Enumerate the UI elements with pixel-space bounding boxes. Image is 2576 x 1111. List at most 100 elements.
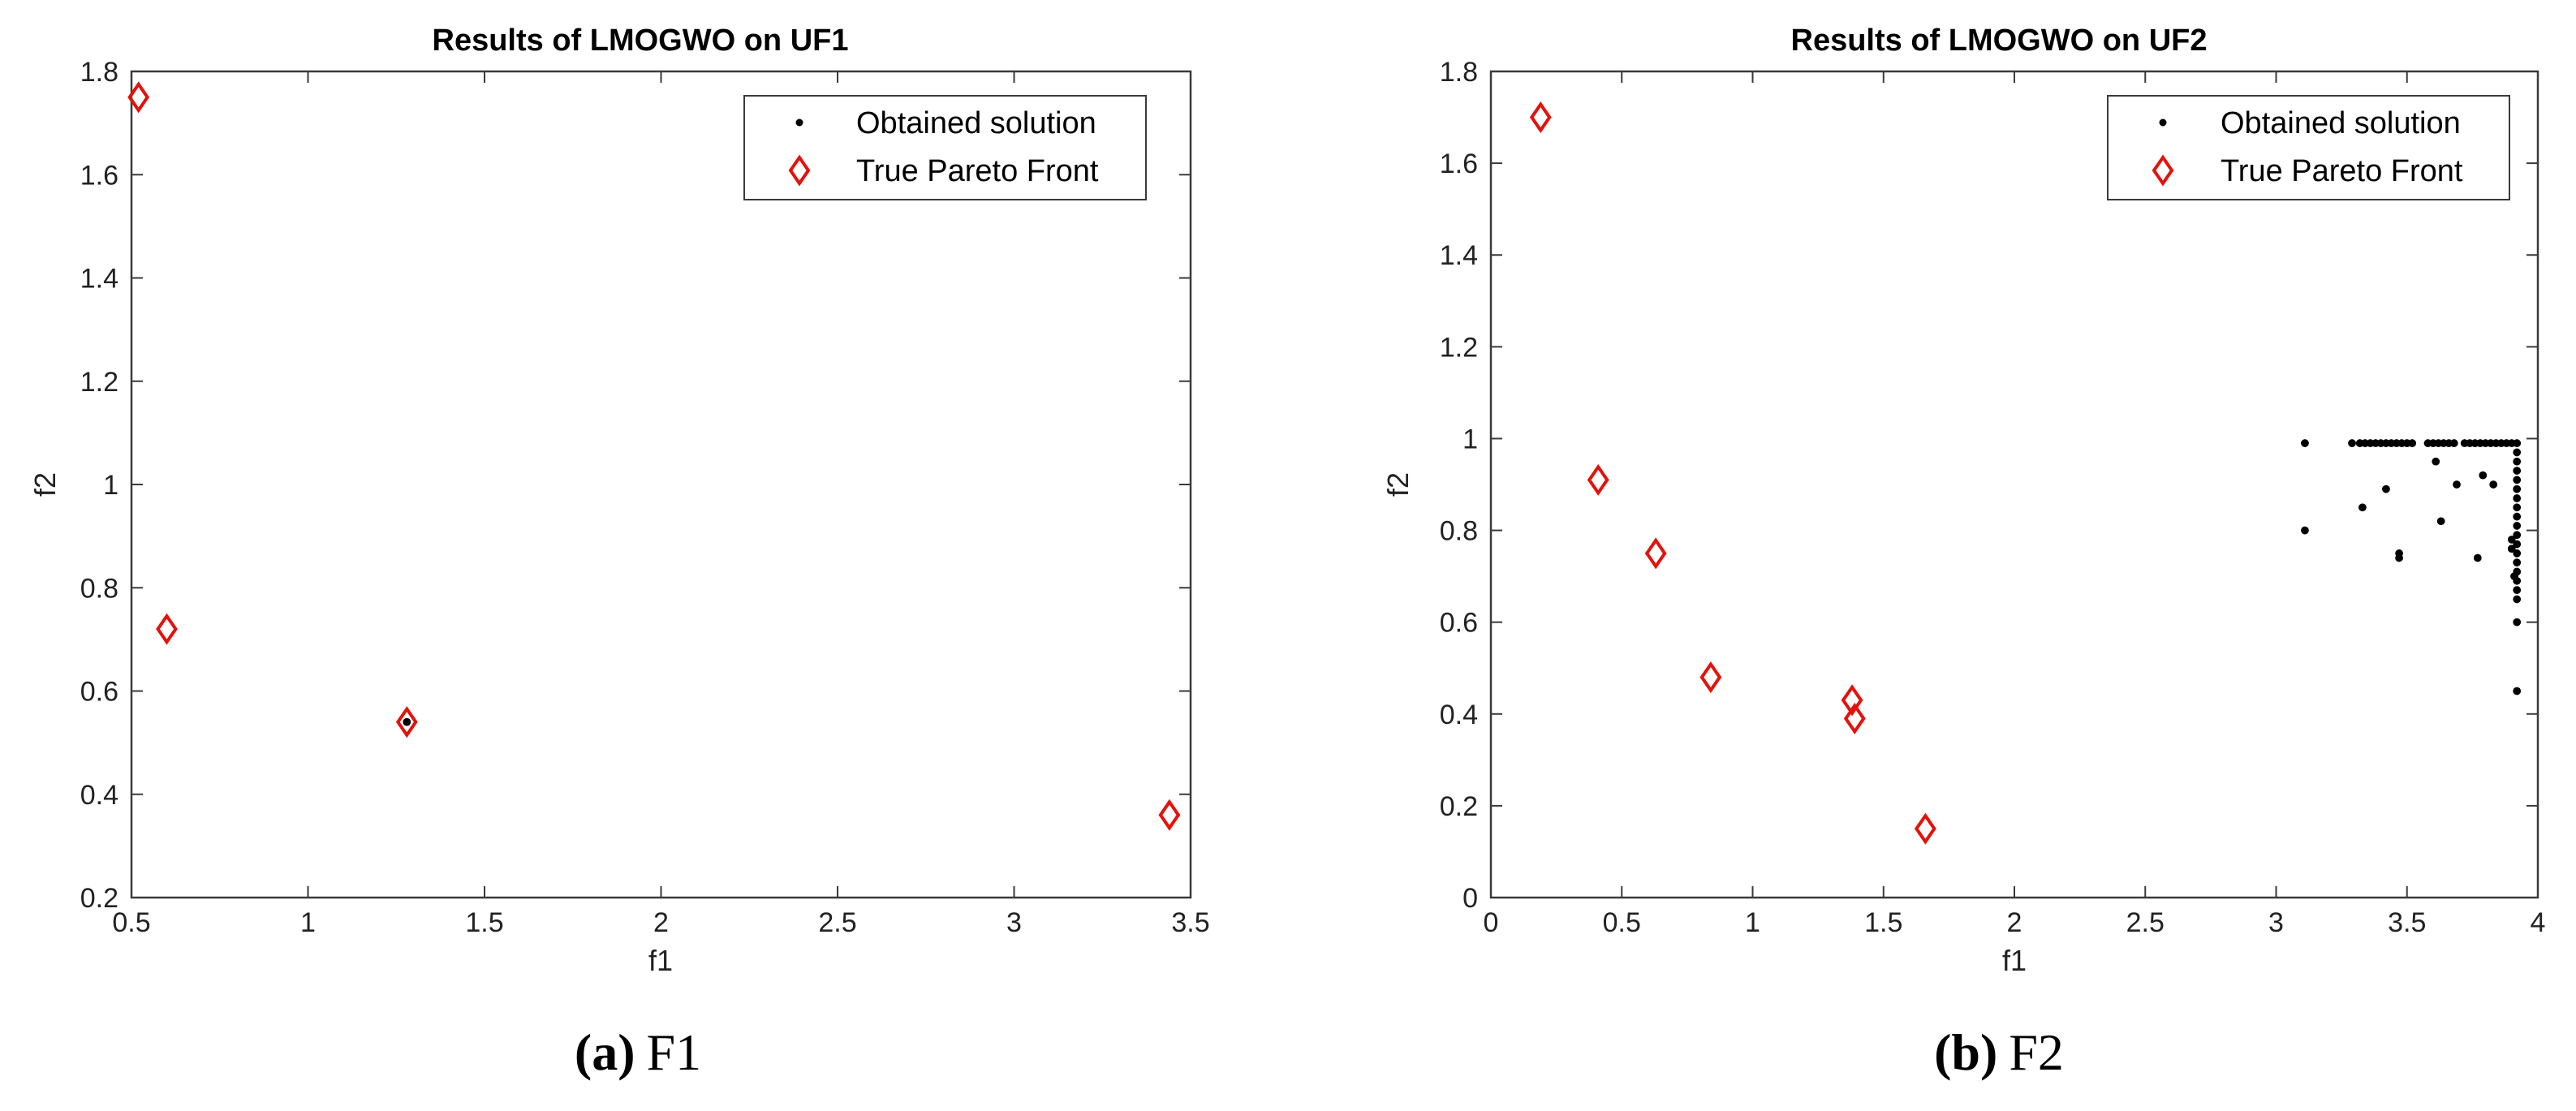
y-axis-label: f2: [1381, 472, 1415, 497]
obtained-solution-point-overlay: [2408, 439, 2416, 447]
y-tick-label: 1: [1462, 424, 1478, 454]
x-tick-label: 3.5: [1171, 907, 1209, 938]
y-tick-label: 1.6: [80, 160, 118, 191]
legend-label-true-pareto-front: True Pareto Front: [856, 154, 1099, 188]
y-tick-label: 1.6: [1440, 149, 1478, 179]
true-pareto-front-point: [127, 81, 150, 114]
y-tick-label: 1.4: [80, 264, 118, 295]
obtained-solution-point-overlay: [2513, 586, 2521, 594]
obtained-solution-point-overlay: [2513, 558, 2521, 566]
true-pareto-front-point: [156, 613, 178, 645]
true-pareto-front-point: [1843, 702, 1866, 734]
obtained-solution-point-overlay: [2507, 545, 2516, 553]
obtained-solution-point-overlay: [2436, 517, 2445, 526]
obtained-solution-point-overlay: [2513, 512, 2521, 521]
y-tick-label: 0.6: [80, 677, 118, 708]
chart-title: Results of LMOGWO on UF1: [433, 24, 849, 58]
y-tick-label: 1.2: [1440, 332, 1478, 363]
obtained-solution-point-overlay: [2507, 536, 2516, 544]
y-tick-label: 1.2: [80, 367, 118, 398]
obtained-solution-point-overlay: [2513, 457, 2521, 466]
y-tick-label: 1.8: [1440, 57, 1478, 88]
obtained-solution-point-overlay: [2513, 531, 2521, 540]
caption-text: F1: [647, 1023, 702, 1081]
obtained-solution-point-overlay: [2513, 484, 2521, 493]
true-pareto-front-point: [1699, 661, 1722, 694]
x-tick-label: 1: [1745, 907, 1760, 938]
obtained-solution-point-overlay: [2358, 503, 2367, 512]
y-tick-label: 1: [103, 470, 118, 501]
true-pareto-front-point: [1841, 684, 1863, 717]
obtained-solution-point-overlay: [2301, 439, 2309, 447]
plot-area: [1489, 70, 2539, 899]
x-tick-label: 2.5: [818, 907, 856, 938]
true-pareto-front-point: [395, 706, 418, 739]
y-tick-label: 0.8: [1440, 516, 1478, 547]
obtained-solution-point-overlay: [403, 717, 411, 726]
x-tick-label: 3: [1006, 907, 1022, 938]
y-axis-label: f2: [28, 472, 62, 497]
y-tick-label: 0.2: [1440, 791, 1478, 822]
y-tick-label: 0: [1462, 883, 1478, 914]
x-tick-label: 0: [1484, 907, 1499, 938]
obtained-solution-point-overlay: [2395, 553, 2403, 562]
obtained-solution-point-overlay: [2479, 471, 2488, 480]
caption-a: (a) F1: [575, 1023, 701, 1081]
legend-marker-obtained-solution: [795, 118, 803, 127]
obtained-solution-point-overlay: [2513, 687, 2521, 695]
obtained-solution-point-overlay: [2453, 480, 2461, 489]
legend-box: [2107, 95, 2510, 200]
x-axis-label: f1: [2002, 944, 2027, 977]
obtained-solution-point-overlay: [2513, 595, 2521, 604]
x-tick-label: 4: [2531, 907, 2546, 938]
plot-area: [130, 70, 1192, 899]
chart-title: Results of LMOGWO on UF2: [1791, 24, 2208, 58]
x-tick-label: 2: [653, 907, 669, 938]
legend-box: [743, 95, 1147, 200]
legend-marker-true-pareto-front: [2152, 154, 2174, 187]
caption-letter: (a): [575, 1023, 635, 1081]
obtained-solution-point-overlay: [2432, 457, 2440, 466]
x-tick-label: 1.5: [1864, 907, 1902, 938]
y-tick-label: 0.4: [1440, 700, 1478, 730]
y-tick-label: 1.8: [80, 57, 118, 88]
y-tick-label: 1.4: [1440, 240, 1478, 271]
x-axis-label: f1: [648, 944, 673, 977]
obtained-solution-point-overlay: [2513, 467, 2521, 475]
true-pareto-front-point: [1587, 463, 1609, 496]
obtained-solution-point-overlay: [2474, 553, 2482, 562]
chart-panel-uf2: Results of LMOGWO on UF2 0 0.5 1 1.5 2 2.5 3 3.…: [1381, 24, 2545, 1081]
y-tick-label: 0.2: [80, 883, 118, 914]
data-marks: [1529, 101, 2521, 845]
axis-ticks: 0.5 1 1.5 2 2.5 3 3.5 0.2 0.4 0.6 0.8 1 1.2 1.4 1.6 1.8: [80, 57, 1210, 938]
obtained-solution-point-overlay: [2510, 572, 2518, 580]
legend-marker-obtained-solution: [2159, 118, 2167, 127]
obtained-solution-point-overlay: [2513, 476, 2521, 484]
x-tick-label: 0.5: [112, 907, 150, 938]
true-pareto-front-point: [1914, 812, 1936, 845]
obtained-solution-point-overlay: [2513, 618, 2521, 627]
obtained-solution-point-overlay: [2513, 503, 2521, 512]
legend: Obtained solution True Pareto Front: [2107, 95, 2510, 200]
obtained-solution-point-overlay: [2513, 549, 2521, 558]
caption: (b) F2: [1934, 1023, 2064, 1081]
legend: Obtained solution True Pareto Front: [743, 95, 1147, 200]
obtained-solution-point-overlay: [2382, 484, 2390, 493]
x-tick-label: 3: [2268, 907, 2284, 938]
obtained-solution-point-overlay: [2513, 494, 2521, 502]
y-tick-label: 0.4: [80, 780, 118, 811]
caption: (a) F1: [575, 1023, 701, 1081]
x-tick-label: 2.5: [2126, 907, 2165, 938]
x-tick-label: 0.5: [1603, 907, 1641, 938]
obtained-solution-point-overlay: [2489, 480, 2497, 489]
true-pareto-front-point: [1644, 537, 1667, 570]
true-pareto-front-point: [1529, 101, 1552, 134]
obtained-solution-point-overlay: [2513, 540, 2521, 549]
obtained-solution-point-overlay: [2513, 448, 2521, 457]
obtained-solution-point-overlay: [2301, 526, 2309, 535]
obtained-solution-point-overlay: [2348, 439, 2356, 447]
y-tick-label: 0.8: [80, 573, 118, 604]
true-pareto-front-point: [1158, 799, 1181, 831]
caption-b: (b) F2: [1934, 1023, 2064, 1081]
data-marks: [127, 81, 1181, 831]
